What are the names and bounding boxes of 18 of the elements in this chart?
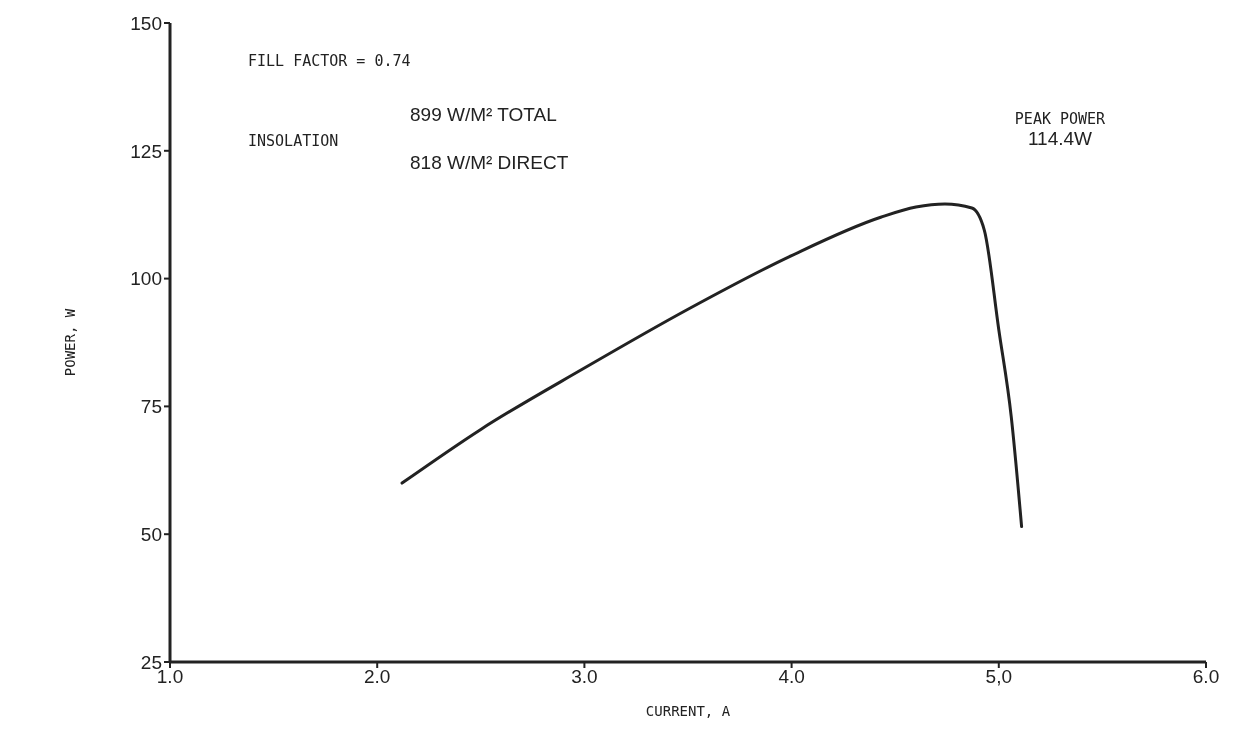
x-tick-label: 4.0 xyxy=(778,666,805,688)
y-tick-label: 150 xyxy=(130,12,162,34)
y-tick-label: 100 xyxy=(130,268,162,290)
annotation: INSOLATION xyxy=(248,132,339,150)
y-axis-title: POWER, W xyxy=(61,308,78,377)
x-tick-label: 3.0 xyxy=(571,666,598,688)
x-axis-title: CURRENT, A xyxy=(645,702,731,719)
annotation: 818 W/M² DIRECT xyxy=(410,152,569,174)
x-tick-label: 2.0 xyxy=(363,666,391,688)
annotation: FILL FACTOR = 0.74 xyxy=(248,52,411,70)
x-tick-label: 5,0 xyxy=(985,666,1013,688)
y-tick-label: 125 xyxy=(130,140,162,162)
line-series xyxy=(400,202,1024,529)
y-tick-label: 75 xyxy=(140,396,162,418)
y-tick-label: 50 xyxy=(140,523,162,545)
annotation: 899 W/M² TOTAL xyxy=(410,104,557,126)
x-tick-label: 6.0 xyxy=(1192,666,1220,688)
annotation: PEAK POWER 114.4W xyxy=(1013,110,1107,150)
